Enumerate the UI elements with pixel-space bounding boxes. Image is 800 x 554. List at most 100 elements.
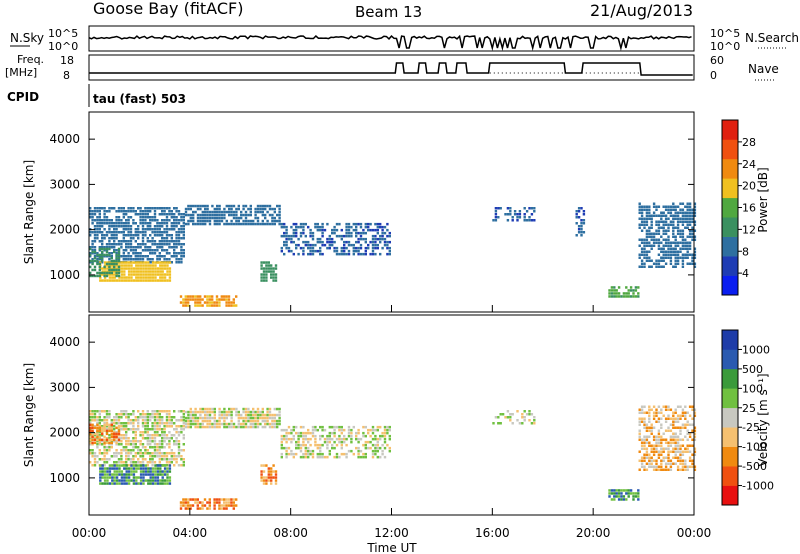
- data-cell: [674, 265, 677, 268]
- data-cell: [105, 231, 109, 234]
- data-cell: [357, 437, 360, 441]
- data-cell: [144, 216, 147, 219]
- data-cell: [141, 216, 145, 219]
- data-cell: [386, 443, 389, 447]
- data-cell: [149, 234, 152, 237]
- data-cell: [206, 419, 209, 423]
- data-cell: [347, 434, 351, 438]
- data-cell: [141, 243, 145, 246]
- data-cell: [115, 279, 119, 282]
- data-cell: [270, 267, 273, 270]
- data-cell: [268, 410, 272, 414]
- data-cell: [103, 219, 106, 222]
- data-cell: [355, 246, 358, 250]
- data-cell: [262, 482, 266, 485]
- data-cell: [192, 413, 195, 417]
- data-cell: [371, 252, 375, 256]
- data-cell: [679, 250, 682, 253]
- data-cell: [693, 432, 697, 435]
- data-cell: [299, 231, 303, 235]
- data-cell: [691, 229, 694, 232]
- data-cell: [156, 467, 160, 470]
- data-cell: [108, 222, 111, 225]
- data-cell: [264, 419, 267, 423]
- data-cell: [223, 216, 226, 220]
- data-cell: [254, 410, 257, 414]
- data-cell: [684, 414, 687, 417]
- data-cell: [115, 243, 118, 246]
- data-cell: [667, 447, 670, 450]
- data-cell: [662, 256, 665, 259]
- data-cell: [166, 476, 169, 479]
- data-cell: [357, 431, 360, 435]
- data-cell: [276, 407, 279, 411]
- data-cell: [328, 243, 331, 247]
- data-cell: [123, 276, 126, 279]
- data-cell: [120, 455, 123, 458]
- data-cell: [657, 265, 661, 268]
- data-cell: [676, 447, 680, 450]
- data-cell: [105, 219, 109, 222]
- data-cell: [249, 416, 252, 420]
- data-cell: [120, 461, 123, 464]
- data-cell: [676, 450, 680, 453]
- data-cell: [650, 444, 653, 447]
- data-cell: [290, 452, 293, 456]
- data-cell: [242, 219, 245, 223]
- data-cell: [691, 208, 694, 211]
- data-cell: [501, 413, 505, 416]
- data-cell: [208, 419, 212, 423]
- data-cell: [111, 279, 114, 282]
- data-cell: [667, 223, 670, 226]
- data-cell: [173, 464, 176, 467]
- data-cell: [101, 246, 104, 249]
- data-cell: [146, 437, 149, 440]
- data-cell: [103, 458, 106, 461]
- data-cell: [182, 243, 185, 246]
- data-cell: [208, 295, 211, 298]
- data-cell: [244, 410, 248, 414]
- data-cell: [660, 265, 663, 268]
- data-cell: [201, 298, 204, 301]
- data-cell: [132, 234, 135, 237]
- data-cell: [672, 232, 675, 235]
- data-cell: [688, 253, 692, 256]
- data-cell: [307, 440, 310, 444]
- data-cell: [664, 241, 668, 244]
- data-cell: [180, 225, 183, 228]
- data-cell: [271, 219, 274, 223]
- data-cell: [625, 292, 628, 295]
- data-cell: [123, 267, 126, 270]
- data-cell: [156, 258, 159, 261]
- data-cell: [662, 247, 665, 250]
- data-cell: [182, 234, 185, 237]
- data-cell: [280, 455, 283, 459]
- data-cell: [91, 216, 94, 219]
- data-cell: [672, 235, 675, 238]
- data-cell: [290, 240, 293, 244]
- data-cell: [345, 455, 348, 459]
- data-cell: [165, 216, 169, 219]
- data-cell: [657, 205, 661, 208]
- data-cell: [122, 240, 125, 243]
- data-cell: [577, 228, 581, 231]
- data-cell: [513, 213, 517, 216]
- data-cell: [115, 274, 118, 278]
- data-cell: [237, 410, 240, 414]
- data-cell: [199, 507, 202, 510]
- data-cell: [261, 222, 264, 226]
- data-cell: [340, 431, 343, 435]
- data-cell: [266, 422, 269, 426]
- data-cell: [319, 446, 322, 450]
- data-cell: [105, 452, 109, 455]
- data-cell: [134, 213, 137, 216]
- data-cell: [115, 432, 118, 436]
- data-cell: [98, 428, 101, 431]
- data-cell: [304, 446, 307, 450]
- data-cell: [359, 455, 363, 459]
- data-cell: [679, 229, 682, 232]
- data-cell: [159, 464, 162, 467]
- data-cell: [117, 425, 121, 428]
- data-cell: [343, 240, 346, 244]
